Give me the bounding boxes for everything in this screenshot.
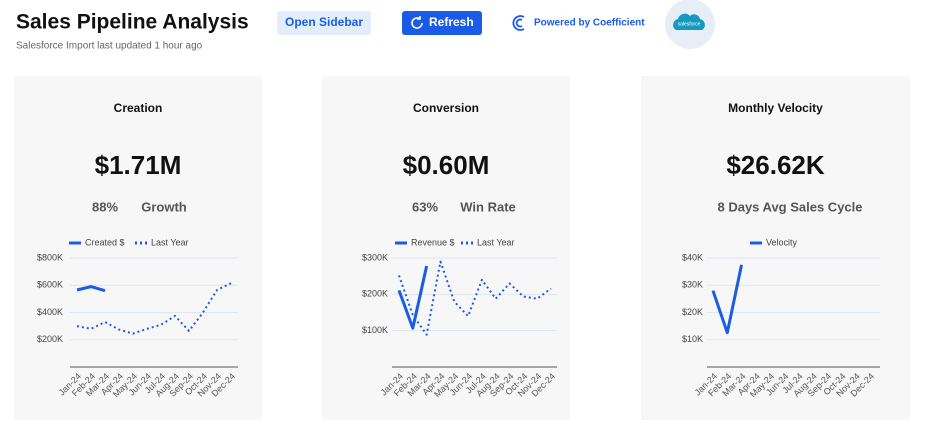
logo-text: salesforce — [678, 21, 701, 27]
chart-card: Conversion $0.60M 63% Win Rate Revenue $ Last… — [322, 76, 570, 420]
legend-label: Created $ — [85, 237, 125, 247]
series-line — [711, 264, 744, 335]
button-bg — [402, 11, 482, 35]
legend-label: Last Year — [477, 237, 515, 247]
y-tick-label: $20K — [682, 307, 703, 317]
button-bg — [277, 11, 371, 35]
legend-label: Revenue $ — [411, 237, 455, 247]
y-tick-label: $400K — [37, 307, 63, 317]
card-bg — [14, 76, 262, 420]
kpi-value: $26.62K — [726, 150, 825, 180]
salesforce-logo: salesforce — [665, 0, 715, 49]
card-bg — [641, 76, 910, 420]
powered-by-text: Powered by Coefficient — [534, 18, 645, 29]
legend-label: Last Year — [151, 237, 189, 247]
chart-card: Creation $1.71M 88% Growth Created $ Last Yea… — [14, 76, 262, 420]
y-tick-label: $200K — [362, 289, 388, 299]
powered-by[interactable]: Powered by Coefficient — [512, 15, 645, 31]
button-label: Open Sidebar — [285, 15, 363, 29]
refresh-icon — [411, 16, 423, 29]
kpi-stat: 63% — [412, 199, 438, 214]
series-line — [76, 285, 106, 293]
y-tick-label: $30K — [682, 280, 703, 290]
chart-card: Monthly Velocity $26.62K 8 Days Avg Sales … — [641, 76, 910, 420]
series-line — [397, 265, 429, 330]
card-title: Monthly Velocity — [728, 101, 823, 115]
page-title: Sales Pipeline Analysis — [16, 11, 249, 34]
y-tick-label: $300K — [362, 252, 388, 262]
refresh-button[interactable]: Refresh — [402, 11, 482, 35]
logo-cloud — [673, 13, 705, 30]
open-sidebar-button[interactable]: Open Sidebar — [277, 11, 371, 35]
y-tick-label: $100K — [362, 325, 388, 335]
card-bg — [322, 76, 570, 420]
kpi-stat: 88% — [92, 199, 118, 214]
y-tick-label: $600K — [37, 280, 63, 290]
kpi-value: $0.60M — [403, 150, 490, 180]
series-line — [398, 260, 552, 336]
kpi-stat: Win Rate — [460, 199, 516, 214]
button-label: Refresh — [429, 15, 474, 29]
kpi-stat: Growth — [141, 199, 187, 214]
y-tick-label: $200K — [37, 334, 63, 344]
card-title: Creation — [114, 101, 163, 115]
y-tick-label: $10K — [682, 334, 703, 344]
card-title: Conversion — [413, 101, 479, 115]
kpi-stat: 8 Days Avg Sales Cycle — [717, 199, 862, 214]
coefficient-icon — [512, 15, 525, 31]
page-subtitle: Salesforce Import last updated 1 hour ag… — [16, 41, 203, 52]
y-tick-label: $800K — [37, 252, 63, 262]
legend-label: Velocity — [766, 237, 798, 247]
kpi-value: $1.71M — [95, 150, 182, 180]
y-tick-label: $40K — [682, 252, 703, 262]
